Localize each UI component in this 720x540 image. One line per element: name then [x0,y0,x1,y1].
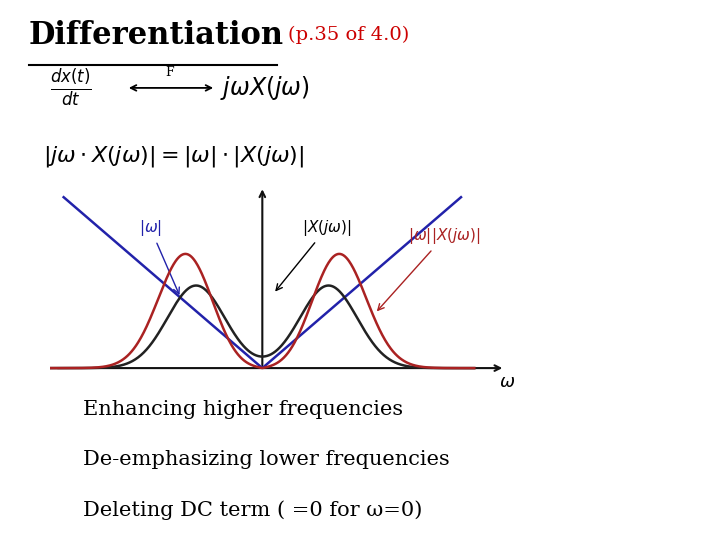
Text: Enhancing higher frequencies: Enhancing higher frequencies [83,400,403,419]
Text: $|j\omega \cdot X(j\omega)| = |\omega| \cdot |X(j\omega)|$: $|j\omega \cdot X(j\omega)| = |\omega| \… [43,144,305,169]
Text: $j\omega X(j\omega)$: $j\omega X(j\omega)$ [220,74,310,102]
Text: De-emphasizing lower frequencies: De-emphasizing lower frequencies [83,450,449,469]
Text: (p.35 of 4.0): (p.35 of 4.0) [288,26,409,44]
Text: $|X(j\omega)|$: $|X(j\omega)|$ [276,218,351,291]
Text: Deleting DC term ( =0 for ω=0): Deleting DC term ( =0 for ω=0) [83,500,422,519]
Text: $\frac{dx(t)}{dt}$: $\frac{dx(t)}{dt}$ [50,67,92,109]
Text: $|\omega||X(j\omega)|$: $|\omega||X(j\omega)|$ [378,226,481,310]
Text: Differentiation: Differentiation [29,19,284,51]
Text: $|\omega|$: $|\omega|$ [139,218,179,294]
Text: F: F [166,66,174,79]
Text: $\omega$: $\omega$ [499,373,516,391]
